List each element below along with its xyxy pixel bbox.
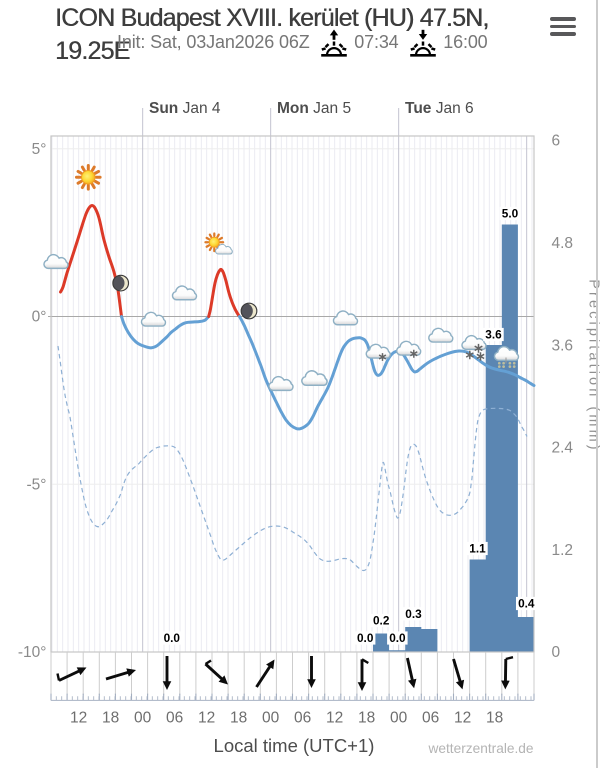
svg-text:0°: 0° [32,309,47,326]
svg-text:00: 00 [134,710,152,727]
svg-text:12: 12 [198,710,215,727]
svg-text:2.4: 2.4 [552,440,574,457]
svg-text:3.6: 3.6 [552,337,574,354]
svg-text:3.6: 3.6 [485,328,502,342]
svg-text:0.0: 0.0 [389,631,406,645]
svg-text:18: 18 [102,710,119,727]
svg-text:Local time (UTC+1): Local time (UTC+1) [214,735,375,756]
svg-text:06: 06 [294,710,311,727]
svg-text:1.1: 1.1 [469,542,486,556]
svg-text:0.4: 0.4 [518,597,535,611]
svg-text:06: 06 [166,710,183,727]
svg-text:00: 00 [262,710,280,727]
svg-text:wetterzentrale.de: wetterzentrale.de [428,741,534,756]
svg-text:5°: 5° [32,141,47,158]
svg-text:Sun Jan 4: Sun Jan 4 [149,100,221,117]
svg-text:0.0: 0.0 [357,631,374,645]
svg-text:Precipitation (mm): Precipitation (mm) [586,279,600,452]
svg-text:06: 06 [422,710,439,727]
svg-text:4.8: 4.8 [552,235,574,252]
svg-text:-10°: -10° [18,644,47,661]
svg-text:12: 12 [454,710,471,727]
svg-text:0.3: 0.3 [405,607,422,621]
svg-text:18: 18 [358,710,375,727]
svg-text:Mon Jan 5: Mon Jan 5 [277,100,351,117]
svg-text:-5°: -5° [27,476,47,493]
svg-text:00: 00 [390,710,408,727]
svg-text:Tue Jan 6: Tue Jan 6 [405,100,474,117]
svg-text:1.2: 1.2 [552,542,574,559]
svg-text:0.2: 0.2 [373,614,390,628]
svg-text:12: 12 [70,710,87,727]
svg-text:12: 12 [326,710,343,727]
svg-text:5.0: 5.0 [502,207,519,221]
svg-text:6: 6 [552,133,561,150]
svg-text:0.0: 0.0 [164,631,181,645]
svg-text:0: 0 [552,644,561,661]
svg-text:18: 18 [230,710,247,727]
svg-text:18: 18 [486,710,503,727]
